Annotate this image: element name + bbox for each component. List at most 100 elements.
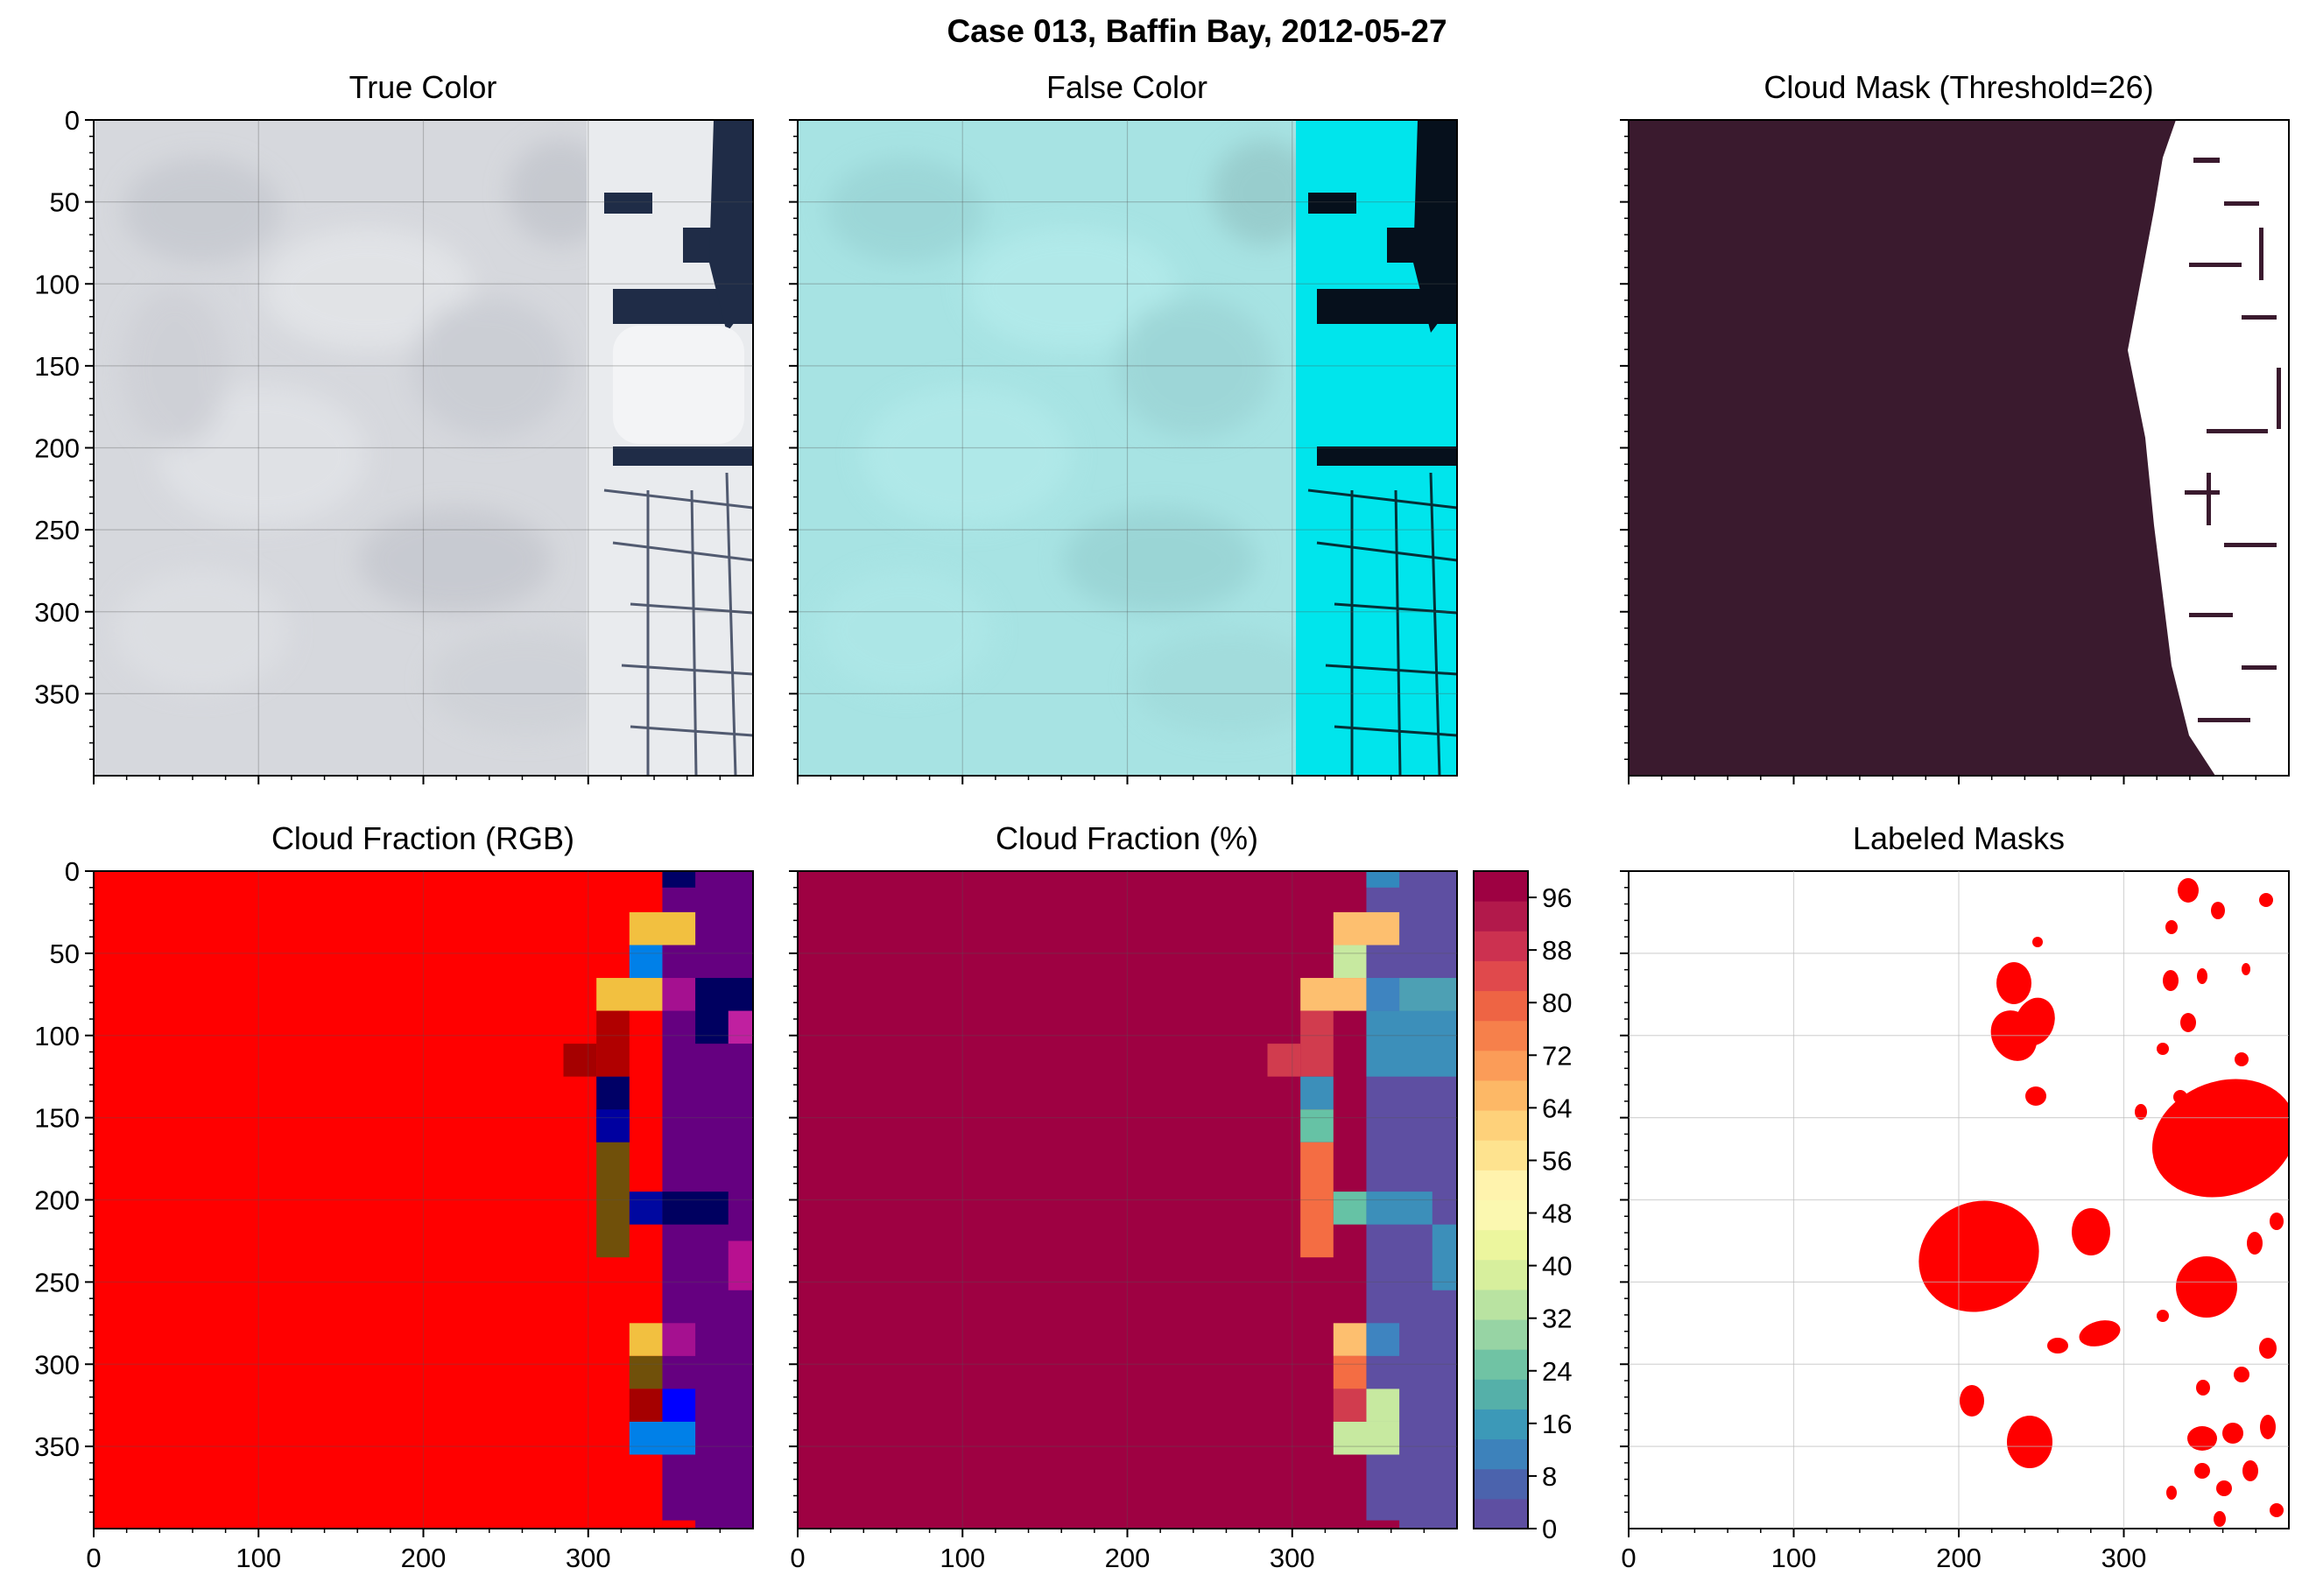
floe-mask: [2015, 997, 2055, 1046]
floe-mask: [2194, 1463, 2210, 1479]
colorbar-tick-label: 48: [1542, 1199, 1572, 1229]
y-tick-label: 250: [34, 515, 80, 545]
colorbar-step: [1474, 1050, 1528, 1081]
heat-cell: [1300, 1142, 1334, 1258]
floe-mask: [2157, 1043, 2169, 1055]
colorbar-tick-label: 0: [1542, 1514, 1557, 1544]
colorbar-tick-label: 64: [1542, 1093, 1572, 1123]
floe-mask: [2242, 963, 2250, 975]
heat-cell: [629, 1323, 663, 1356]
x-tick-label: 100: [940, 1543, 985, 1573]
colorbar-step: [1474, 1468, 1528, 1500]
x-tick-label: 200: [1936, 1543, 1982, 1573]
colorbar-step: [1474, 990, 1528, 1022]
floe-mask: [2163, 970, 2179, 991]
heat-cell: [1366, 1192, 1433, 1225]
heat-cell: [1333, 911, 1400, 946]
colorbar-tick-label: 16: [1542, 1409, 1572, 1439]
y-tick-label: 250: [34, 1267, 80, 1297]
floe-mask: [2270, 1213, 2284, 1230]
floe-mask: [2211, 902, 2225, 919]
clear-region: [2128, 120, 2289, 776]
floe-cracks: [603, 472, 753, 776]
heat-cell: [662, 1389, 696, 1422]
floe-mask: [2259, 1338, 2277, 1359]
floe-mask: [2173, 1090, 2187, 1104]
heat-cell: [1366, 978, 1400, 1011]
colorbar-tick-label: 32: [1542, 1304, 1572, 1334]
floe-mask: [2260, 1415, 2276, 1439]
y-tick-label: 100: [34, 1021, 80, 1051]
colorbar-step: [1474, 1498, 1528, 1529]
heat-cell: [596, 1010, 630, 1077]
colorbar-step: [1474, 1140, 1528, 1171]
cloud-texture: [818, 140, 1326, 735]
y-tick-label: 50: [50, 187, 80, 218]
x-tick-label: 0: [790, 1543, 805, 1573]
heat-cell: [596, 1142, 630, 1258]
colorbar-step: [1474, 871, 1528, 902]
floe-mask: [2222, 1423, 2243, 1444]
x-tick-label: 300: [1270, 1543, 1315, 1573]
floe-mask: [2196, 1380, 2210, 1396]
heat-cell: [1366, 871, 1400, 888]
open-water: [1308, 120, 1457, 466]
y-tick-label: 150: [34, 351, 80, 382]
floe-mask: [2214, 1511, 2226, 1527]
panel-title: False Color: [1046, 69, 1207, 105]
y-tick-label: 0: [65, 105, 80, 136]
floe-mask: [1960, 1385, 1984, 1417]
x-tick-label: 100: [1771, 1543, 1817, 1573]
x-tick-label: 200: [1105, 1543, 1151, 1573]
panel-title: Cloud Mask (Threshold=26): [1763, 69, 2153, 105]
panel-true-color: True Color: [93, 69, 754, 777]
floe-masks: [1918, 878, 2289, 1527]
colorbar-step: [1474, 1379, 1528, 1410]
panel-labeled-masks: Labeled Masks: [1628, 820, 2290, 1529]
panel-cloud-mask: Cloud Mask (Threshold=26): [1628, 69, 2290, 777]
colorbar-step: [1474, 1438, 1528, 1470]
large-floe: [613, 326, 744, 444]
floe-mask: [2176, 1256, 2237, 1318]
heat-cell: [662, 1520, 696, 1529]
panel-title: Cloud Fraction (RGB): [271, 820, 574, 856]
heat-cell: [596, 1109, 630, 1143]
colorbar-tick-label: 40: [1542, 1251, 1572, 1282]
colorbar-step: [1474, 931, 1528, 961]
heat-cell: [629, 1389, 663, 1422]
floe-mask: [2032, 937, 2043, 947]
heat-cell: [1300, 978, 1367, 1011]
floe-mask: [2187, 1426, 2217, 1451]
x-tick-label: 100: [236, 1543, 281, 1573]
heat-cell: [662, 1192, 729, 1225]
heat-cell: [1333, 1355, 1367, 1389]
colorbar-step: [1474, 1289, 1528, 1320]
floe-mask: [2047, 1338, 2068, 1353]
panel-cloud-fraction-rgb: Cloud Fraction (RGB): [93, 820, 754, 1529]
colorbar-step: [1474, 1170, 1528, 1200]
floe-mask: [2235, 1052, 2249, 1066]
floe-mask: [1996, 962, 2031, 1004]
colorbar-step: [1474, 1319, 1528, 1350]
panel-false-color: False Color: [797, 69, 1458, 777]
colorbar-step: [1474, 1259, 1528, 1290]
heat-cell: [629, 1421, 696, 1455]
floe-cracks: [1307, 472, 1457, 776]
heat-cell: [728, 1241, 753, 1290]
heat-cell: [1333, 1323, 1367, 1356]
heat-cell: [1333, 1421, 1400, 1455]
floe-mask: [2216, 1480, 2232, 1496]
heat-cell: [662, 871, 696, 888]
colorbar-frame: [1473, 870, 1529, 1529]
heat-cell: [629, 911, 696, 946]
heat-cell: [596, 978, 663, 1011]
x-tick-label: 200: [401, 1543, 447, 1573]
heat-cell: [1366, 1520, 1400, 1529]
heat-cell: [1366, 1389, 1400, 1422]
y-tick-label: 350: [34, 678, 80, 709]
heat-cell: [662, 1323, 696, 1356]
heat-cell: [1366, 1010, 1457, 1077]
cloud-texture: [114, 140, 622, 735]
floe-mask: [2157, 1310, 2169, 1322]
